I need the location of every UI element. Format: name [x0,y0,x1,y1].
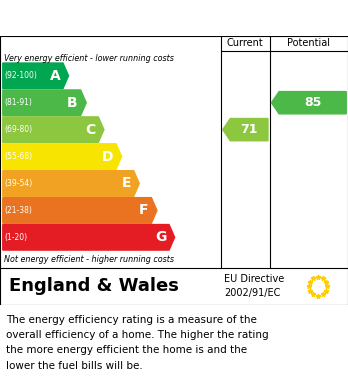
Text: (39-54): (39-54) [5,179,33,188]
Text: EU Directive
2002/91/EC: EU Directive 2002/91/EC [224,274,285,298]
Text: B: B [67,96,78,110]
Text: 71: 71 [240,123,258,136]
Polygon shape [3,63,69,88]
Polygon shape [3,90,86,115]
Text: (81-91): (81-91) [5,98,32,107]
Text: The energy efficiency rating is a measure of the
overall efficiency of a home. T: The energy efficiency rating is a measur… [6,315,269,371]
Text: (92-100): (92-100) [5,71,37,80]
Text: 85: 85 [304,96,321,109]
Polygon shape [3,117,104,142]
Polygon shape [3,144,121,169]
Text: Not energy efficient - higher running costs: Not energy efficient - higher running co… [4,255,174,264]
Text: (1-20): (1-20) [5,233,27,242]
Text: D: D [102,149,113,163]
Polygon shape [3,224,175,250]
Text: Very energy efficient - lower running costs: Very energy efficient - lower running co… [4,54,174,63]
Text: F: F [139,203,149,217]
Text: A: A [49,69,60,83]
Text: Energy Efficiency Rating: Energy Efficiency Rating [9,11,230,26]
Text: (21-38): (21-38) [5,206,32,215]
Polygon shape [223,118,268,141]
Text: Potential: Potential [287,38,330,48]
Polygon shape [271,91,346,114]
Text: C: C [85,123,96,136]
Text: Current: Current [227,38,264,48]
Text: E: E [121,176,131,190]
Text: England & Wales: England & Wales [9,277,179,296]
Polygon shape [3,171,139,196]
Text: G: G [155,230,166,244]
Text: (55-68): (55-68) [5,152,33,161]
Text: (69-80): (69-80) [5,125,33,134]
Polygon shape [3,197,157,223]
